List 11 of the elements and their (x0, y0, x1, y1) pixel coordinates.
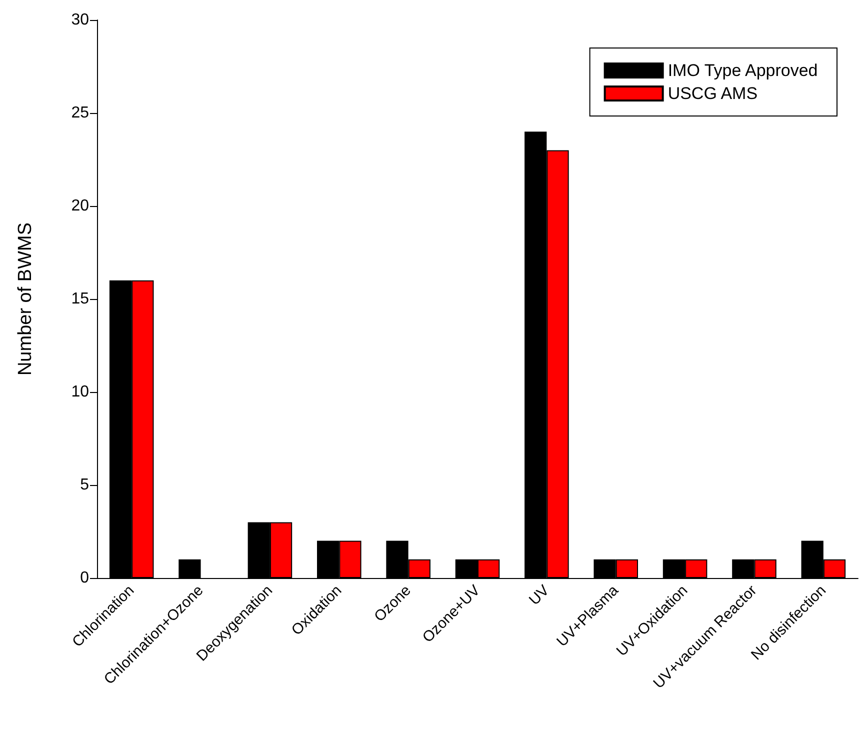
legend-label: USCG AMS (668, 84, 758, 103)
y-axis-title: Number of BWMS (15, 222, 36, 376)
y-tick-label: 15 (71, 290, 90, 308)
y-tick-label: 20 (71, 198, 90, 214)
y-tick-label: 25 (71, 104, 90, 122)
y-tick-label: 30 (71, 12, 90, 28)
x-tick-label: UV (526, 582, 553, 609)
y-tick-label: 5 (80, 476, 90, 494)
y-tick-label: 0 (80, 570, 90, 586)
y-tick-label: 10 (71, 384, 90, 400)
legend-label: IMO Type Approved (668, 61, 818, 80)
